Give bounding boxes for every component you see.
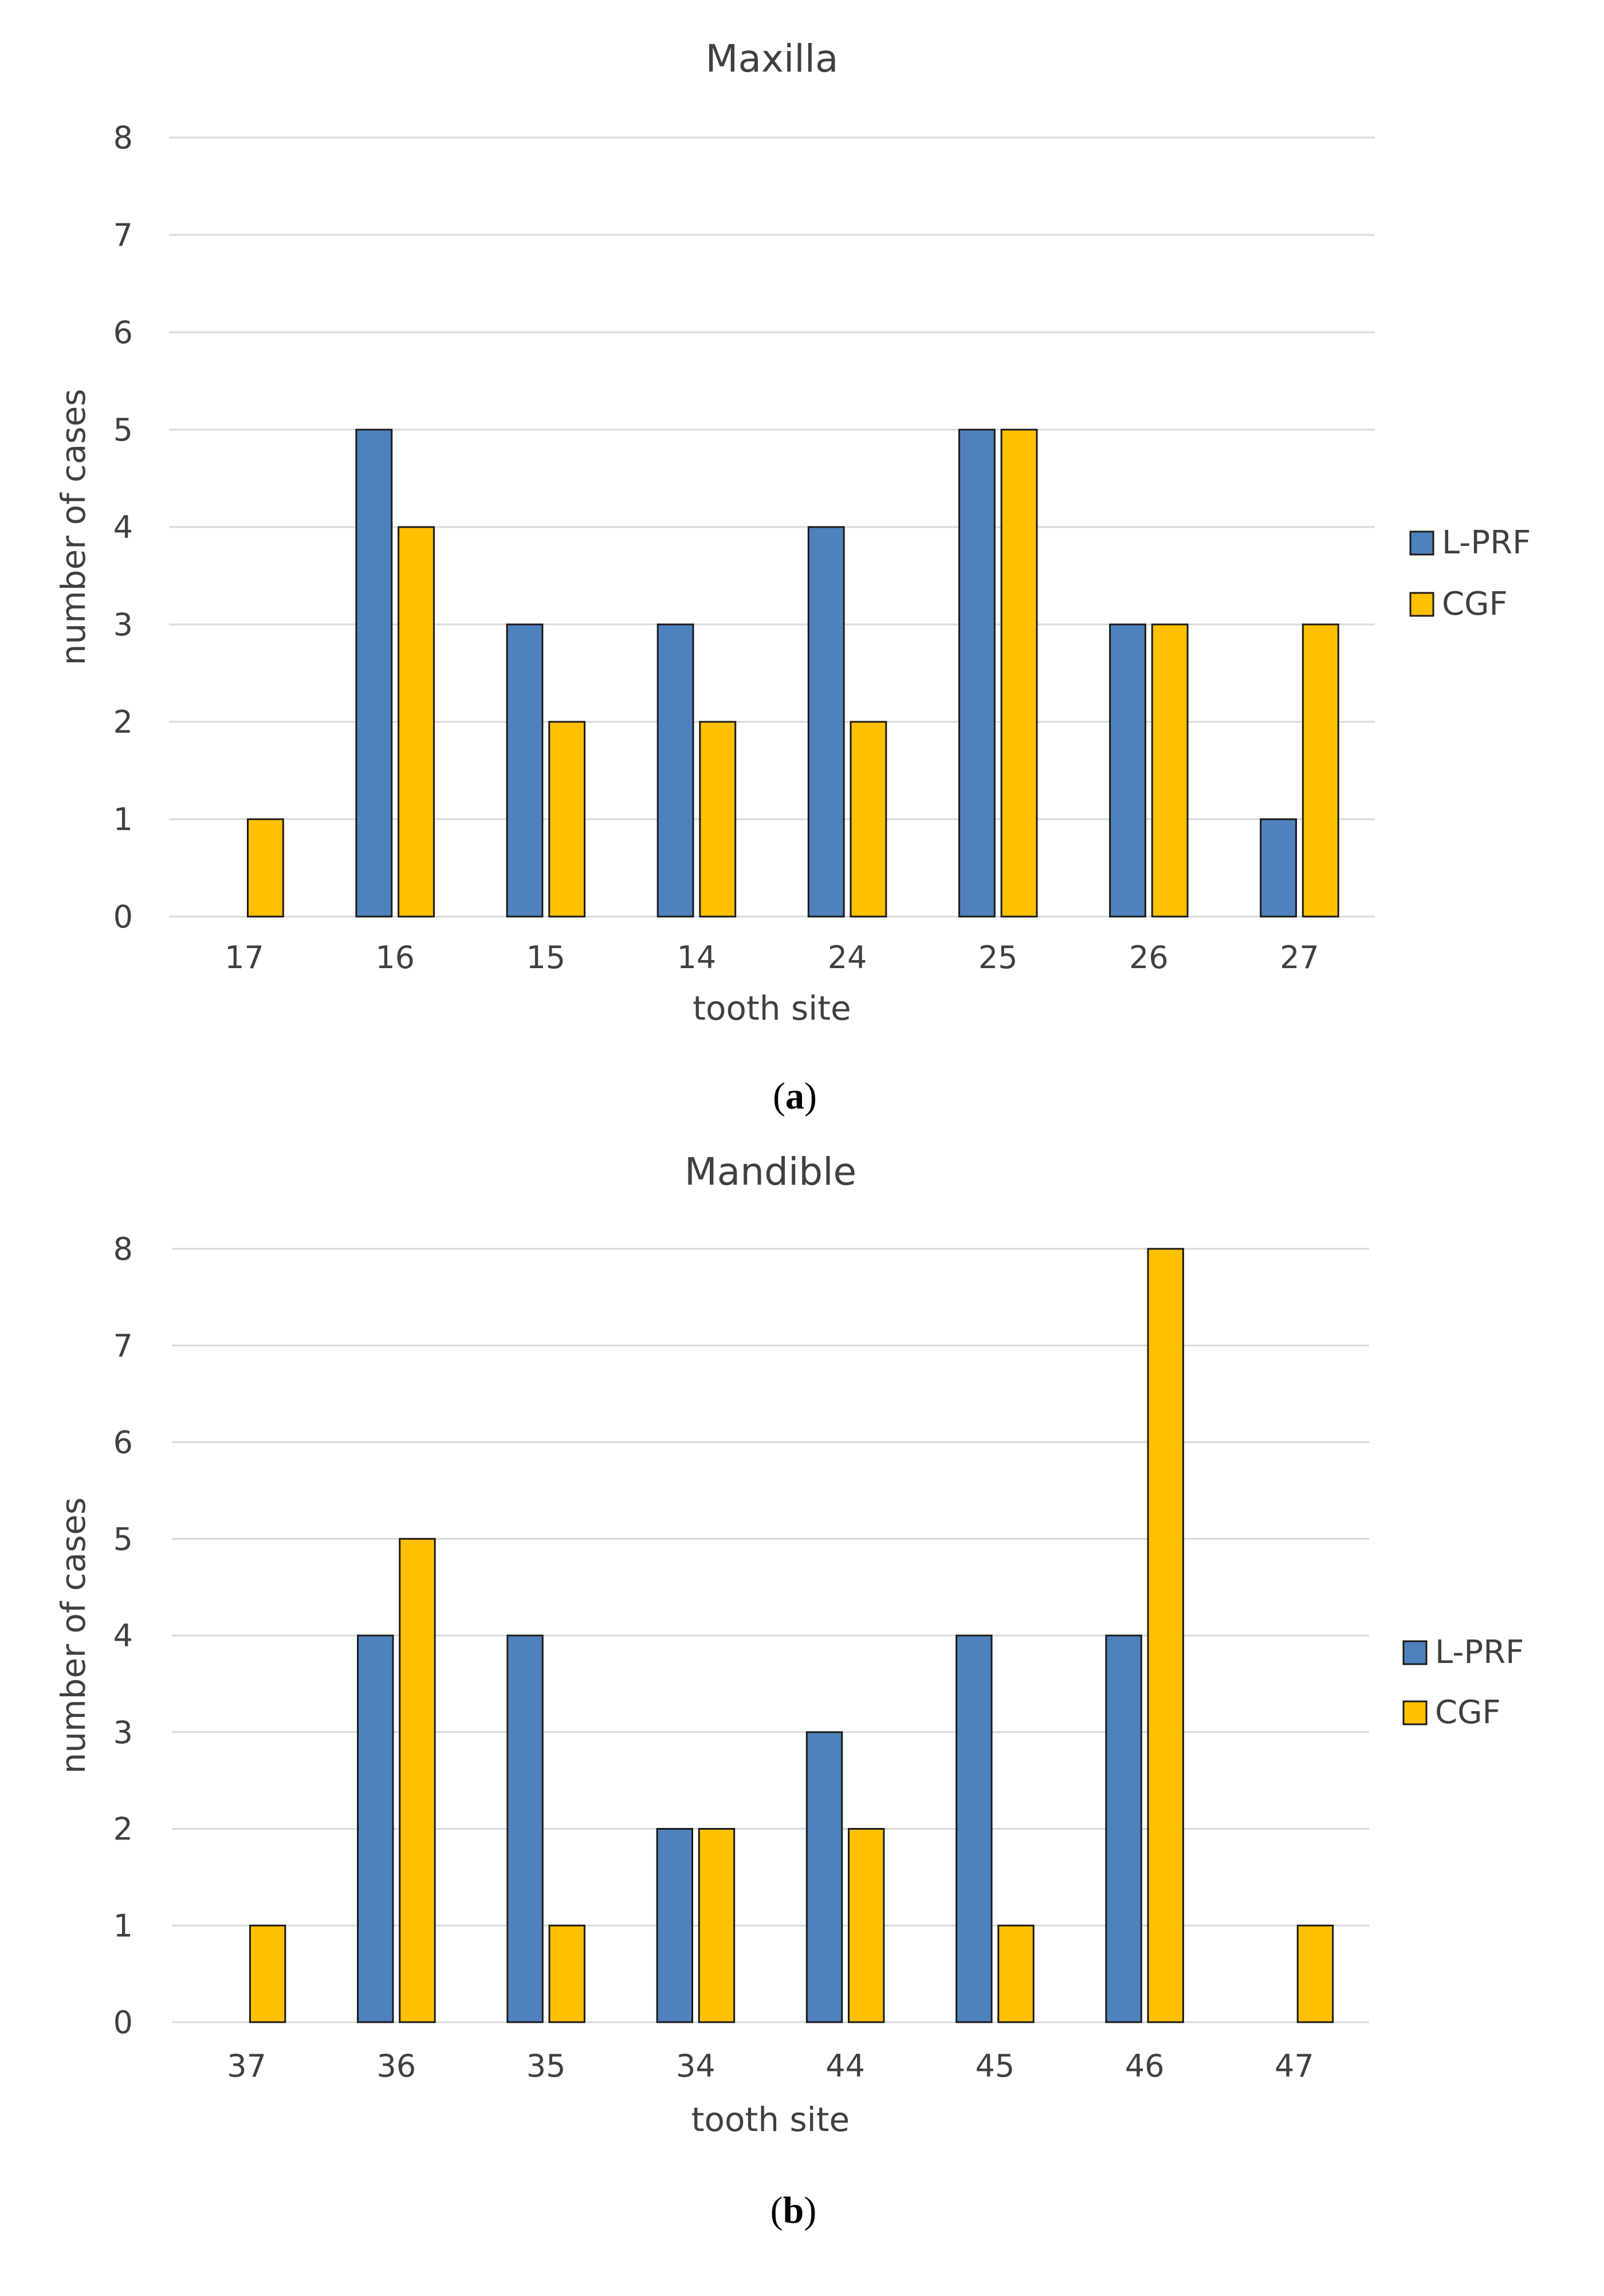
y-tick-label: 3	[113, 607, 133, 643]
bar-l-prf-34	[656, 1828, 693, 2023]
y-tick-label: 4	[113, 1618, 133, 1654]
bar-l-prf-36	[357, 1634, 394, 2023]
y-tick-label: 7	[113, 217, 133, 253]
x-tick-label: 47	[1275, 2048, 1314, 2084]
bar-l-prf-27	[1260, 818, 1298, 918]
y-tick-label: 2	[113, 1811, 133, 1847]
y-tick-label: 0	[113, 899, 133, 935]
bar-cgf-34	[698, 1828, 736, 2023]
bar-l-prf-25	[958, 428, 996, 918]
y-tick-label: 7	[113, 1328, 133, 1364]
panel-label: (a)	[773, 1075, 817, 1117]
bar-l-prf-14	[656, 623, 694, 918]
legend-swatch	[1409, 530, 1434, 556]
x-tick-label: 15	[526, 939, 565, 976]
bar-cgf-36	[399, 1538, 436, 2023]
x-tick-label: 16	[375, 939, 415, 976]
y-tick-label: 5	[113, 1521, 133, 1557]
x-axis-label: tooth site	[693, 989, 851, 1028]
y-axis-label: number of cases	[54, 389, 93, 666]
legend-swatch	[1409, 592, 1434, 617]
y-tick-label: 1	[113, 1908, 133, 1944]
y-tick-label: 5	[113, 412, 133, 448]
maxilla-chart: Maxilla 0 1 2 3 4 5 6 7 8 17 16 15 14 24 25 26 27 tooth si…	[54, 37, 1531, 1117]
bar-l-prf-46	[1105, 1634, 1142, 2023]
legend-label: CGF	[1435, 1694, 1501, 1731]
bar-cgf-35	[548, 1924, 585, 2023]
chart-title: Mandible	[685, 1150, 856, 1194]
legend-label: L-PRF	[1435, 1634, 1524, 1671]
y-tick-label: 6	[113, 1425, 133, 1461]
bar-cgf-14	[699, 721, 737, 918]
legend-swatch	[1402, 1700, 1428, 1725]
y-tick-label: 6	[113, 314, 133, 351]
bar-cgf-17	[246, 818, 284, 918]
y-axis-label: number of cases	[54, 1497, 93, 1774]
x-tick-label: 45	[976, 2048, 1015, 2084]
bar-l-prf-24	[807, 526, 845, 918]
x-tick-label: 25	[978, 939, 1018, 976]
x-tick-label: 17	[225, 939, 264, 976]
bar-l-prf-16	[355, 428, 393, 918]
y-tick-label: 1	[113, 801, 133, 838]
y-tick-label: 2	[113, 704, 133, 740]
x-tick-label: 27	[1280, 939, 1319, 976]
x-tick-label: 46	[1125, 2048, 1165, 2084]
bar-cgf-25	[1000, 428, 1038, 918]
panel-label: (b)	[770, 2189, 817, 2231]
x-tick-label: 14	[677, 939, 717, 976]
y-tick-label: 4	[113, 509, 133, 545]
bar-cgf-16	[398, 526, 435, 918]
bar-cgf-46	[1147, 1248, 1184, 2023]
bar-cgf-47	[1296, 1924, 1334, 2023]
bar-l-prf-26	[1109, 623, 1146, 918]
bar-l-prf-15	[506, 623, 544, 918]
legend-swatch	[1402, 1640, 1428, 1665]
bar-cgf-37	[249, 1924, 286, 2023]
x-tick-label: 35	[526, 2048, 566, 2084]
bar-l-prf-35	[506, 1634, 544, 2023]
x-tick-label: 34	[676, 2048, 715, 2084]
bar-cgf-15	[548, 721, 586, 918]
y-tick-label: 8	[113, 120, 133, 156]
y-tick-label: 0	[113, 2004, 133, 2041]
x-tick-label: 24	[828, 939, 867, 976]
x-tick-label: 44	[825, 2048, 865, 2084]
bar-cgf-45	[997, 1924, 1035, 2023]
y-tick-label: 3	[113, 1715, 133, 1751]
bar-l-prf-44	[805, 1731, 843, 2023]
x-tick-label: 26	[1129, 939, 1169, 976]
bar-l-prf-45	[956, 1634, 993, 2023]
bar-cgf-27	[1302, 623, 1339, 918]
x-tick-label: 37	[227, 2048, 266, 2084]
chart-title: Maxilla	[706, 37, 839, 81]
x-tick-label: 36	[377, 2048, 416, 2084]
bar-cgf-24	[850, 721, 887, 918]
bar-cgf-44	[848, 1828, 885, 2023]
legend-label: CGF	[1442, 585, 1508, 623]
legend-label: L-PRF	[1442, 524, 1531, 561]
bar-cgf-26	[1151, 623, 1189, 918]
x-axis-label: tooth site	[691, 2100, 850, 2139]
y-tick-label: 8	[113, 1231, 133, 1267]
